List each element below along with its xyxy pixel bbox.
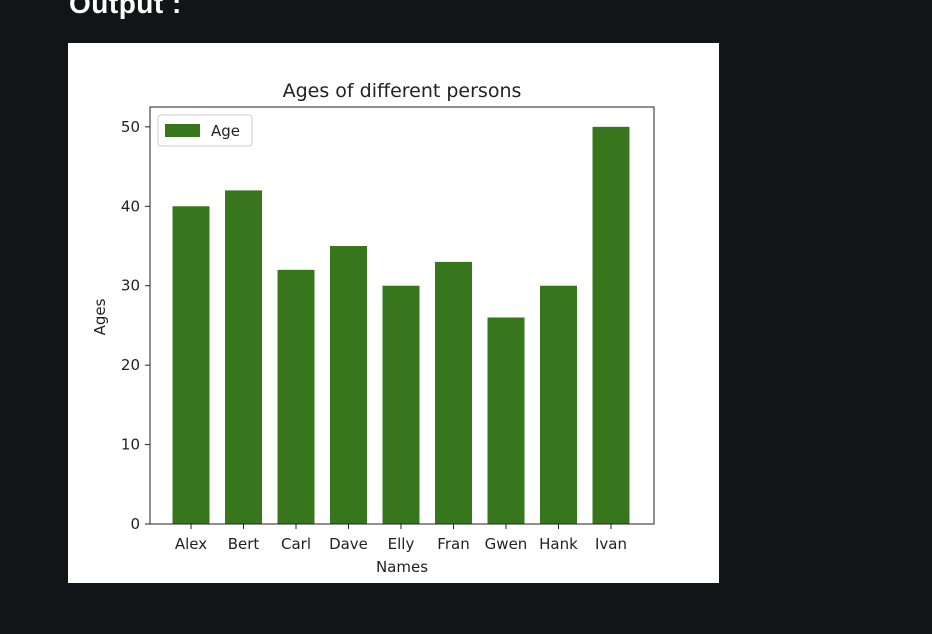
bar-gwen — [487, 317, 525, 524]
bar-elly — [382, 285, 420, 524]
legend-label: Age — [211, 122, 240, 140]
bar-hank — [540, 285, 577, 524]
y-axis-label: Ages — [91, 298, 109, 335]
chart-title: Ages of different persons — [283, 80, 522, 102]
y-tick-label: 50 — [121, 118, 140, 136]
legend: Age — [157, 114, 253, 147]
y-tick-label: 30 — [121, 277, 140, 295]
bar-ivan — [592, 126, 630, 524]
x-tick-label: Ivan — [595, 535, 627, 553]
x-tick-label: Carl — [281, 535, 311, 553]
output-heading: Output : — [69, 0, 182, 19]
y-tick-label: 20 — [121, 356, 140, 374]
y-tick-label: 10 — [121, 436, 140, 454]
bar-dave — [330, 246, 367, 524]
x-tick-label: Bert — [228, 535, 260, 553]
legend-swatch — [165, 124, 200, 137]
x-axis: Alex Bert Carl Dave Elly Fran Gwen Hank Ivan — [175, 524, 627, 553]
y-axis: 0 10 20 30 40 50 — [121, 118, 150, 533]
bar-fran — [435, 261, 472, 524]
bar-carl — [277, 269, 315, 524]
x-tick-label: Hank — [539, 535, 578, 553]
x-tick-label: Gwen — [485, 535, 528, 553]
bar-alex — [172, 206, 210, 525]
x-tick-label: Fran — [437, 535, 469, 553]
bar-chart: Ages of different persons 0 10 20 30 40 50 Al… — [91, 80, 655, 576]
x-tick-label: Dave — [329, 535, 368, 553]
legend-frame — [157, 114, 253, 147]
plot-frame — [149, 106, 655, 525]
bar-bert — [225, 190, 262, 524]
y-tick-label: 0 — [130, 515, 140, 533]
y-tick-label: 40 — [121, 197, 140, 215]
bars-group — [172, 126, 630, 525]
x-axis-label: Names — [376, 558, 428, 576]
x-tick-label: Alex — [175, 535, 207, 553]
chart-figure: Ages of different persons 0 10 20 30 40 50 Al… — [68, 43, 719, 583]
x-tick-label: Elly — [388, 535, 415, 553]
